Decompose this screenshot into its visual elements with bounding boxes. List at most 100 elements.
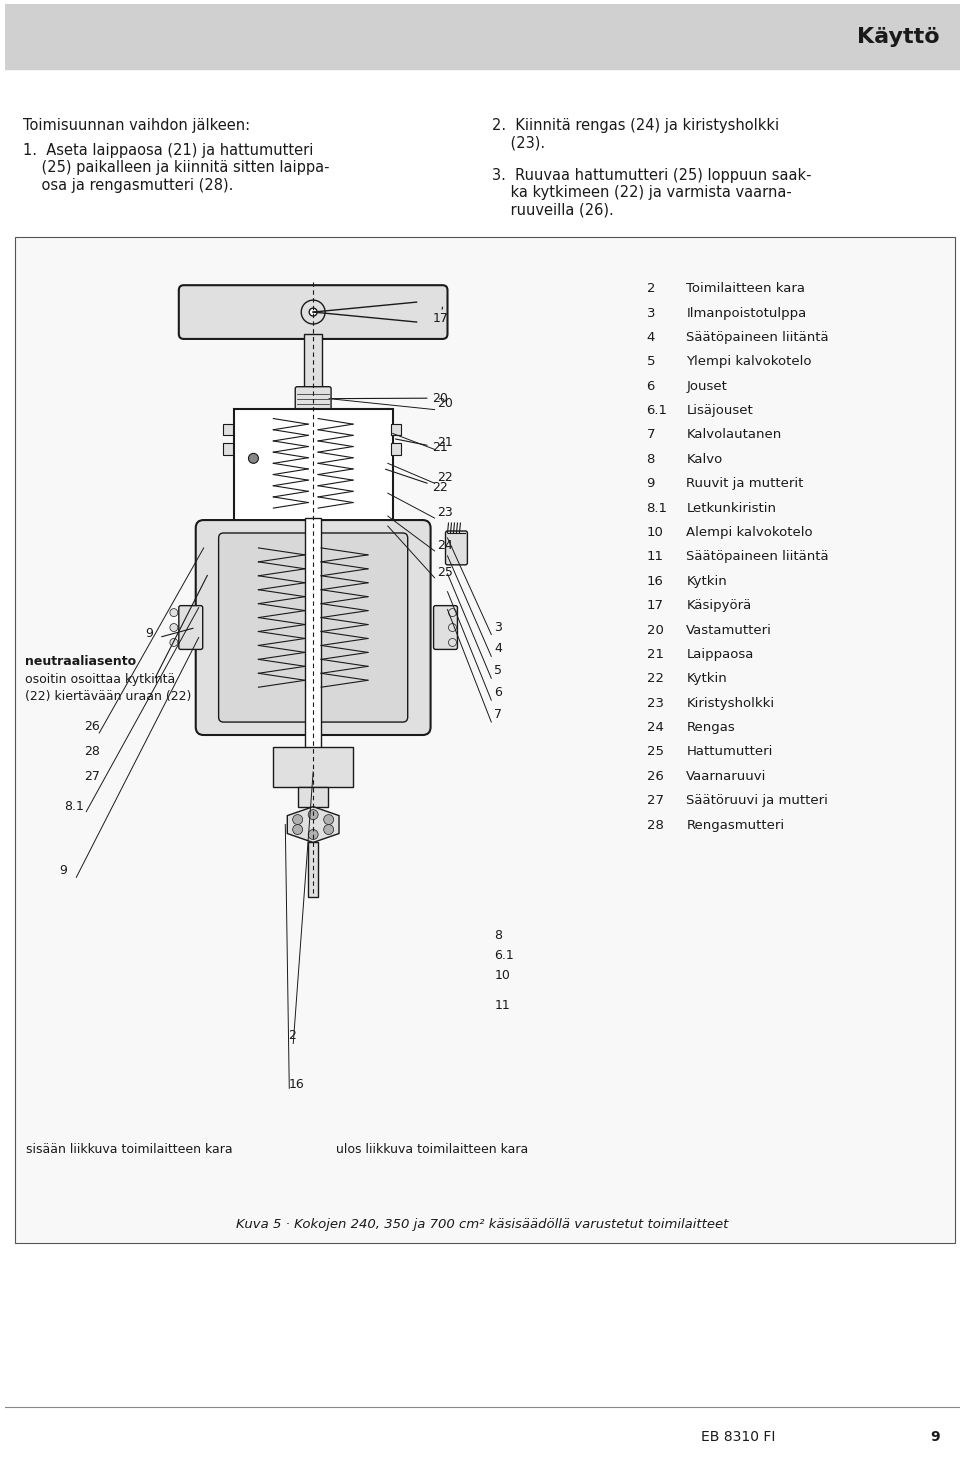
Polygon shape xyxy=(287,806,339,843)
Text: 6: 6 xyxy=(494,685,502,699)
Text: Alempi kalvokotelo: Alempi kalvokotelo xyxy=(686,527,813,538)
Text: 9: 9 xyxy=(145,628,153,640)
Text: 7: 7 xyxy=(494,708,502,721)
Text: Kuva 5 · Kokojen 240, 350 ja 700 cm² käsisäädöllä varustetut toimilaitteet: Kuva 5 · Kokojen 240, 350 ja 700 cm² käs… xyxy=(236,1218,729,1231)
Circle shape xyxy=(324,815,334,825)
Text: 4: 4 xyxy=(646,331,655,344)
Text: 16: 16 xyxy=(646,575,663,588)
Bar xyxy=(223,443,232,456)
Text: 5: 5 xyxy=(646,356,655,368)
Text: 11: 11 xyxy=(494,999,510,1012)
Text: 1.  Aseta laippaosa (21) ja hattumutteri
    (25) paikalleen ja kiinnitä sitten : 1. Aseta laippaosa (21) ja hattumutteri … xyxy=(23,143,329,193)
Bar xyxy=(391,424,400,435)
Text: 22: 22 xyxy=(438,471,453,484)
Text: Kalvo: Kalvo xyxy=(686,453,723,466)
Text: Hattumutteri: Hattumutteri xyxy=(686,746,773,759)
Circle shape xyxy=(309,307,317,316)
Text: 20: 20 xyxy=(438,397,453,409)
Text: Kiristysholkki: Kiristysholkki xyxy=(686,697,775,709)
Text: 21: 21 xyxy=(438,437,453,450)
Text: 21: 21 xyxy=(396,438,448,455)
Text: Säätöpaineen liitäntä: Säätöpaineen liitäntä xyxy=(686,550,829,563)
Text: 16: 16 xyxy=(288,1078,304,1091)
FancyBboxPatch shape xyxy=(445,531,468,565)
Text: 21: 21 xyxy=(646,647,663,660)
Text: 9: 9 xyxy=(60,865,67,877)
Circle shape xyxy=(249,453,258,463)
Text: Käsipyörä: Käsipyörä xyxy=(686,599,752,612)
Text: Kytkin: Kytkin xyxy=(686,672,727,685)
Text: 2: 2 xyxy=(646,282,655,296)
Text: Letkunkiristin: Letkunkiristin xyxy=(686,502,777,515)
Circle shape xyxy=(308,830,318,840)
Bar xyxy=(391,443,400,456)
Text: 22: 22 xyxy=(646,672,663,685)
Text: 25: 25 xyxy=(646,746,663,759)
Text: 3: 3 xyxy=(494,621,502,634)
Text: 10: 10 xyxy=(494,969,510,981)
Text: 20: 20 xyxy=(332,391,448,405)
Text: 7: 7 xyxy=(646,428,655,441)
Text: 24: 24 xyxy=(646,721,663,734)
Text: 8: 8 xyxy=(646,453,655,466)
Text: (22) kiertävään uraan (22): (22) kiertävään uraan (22) xyxy=(25,690,191,703)
Circle shape xyxy=(301,300,325,324)
Text: Laippaosa: Laippaosa xyxy=(686,647,754,660)
Text: Rengas: Rengas xyxy=(686,721,735,734)
Text: 2: 2 xyxy=(288,1028,296,1041)
Text: 27: 27 xyxy=(646,794,663,808)
Text: 11: 11 xyxy=(646,550,663,563)
Text: Rengasmutteri: Rengasmutteri xyxy=(686,818,784,831)
Text: 23: 23 xyxy=(646,697,663,709)
Text: Jouset: Jouset xyxy=(686,380,728,393)
Text: 28: 28 xyxy=(646,818,663,831)
FancyBboxPatch shape xyxy=(196,521,431,736)
Text: osoitin osoittaa kytkintä: osoitin osoittaa kytkintä xyxy=(25,674,175,687)
Text: 6.1: 6.1 xyxy=(646,405,667,418)
Circle shape xyxy=(308,809,318,819)
Bar xyxy=(14,237,955,1243)
Text: 4: 4 xyxy=(494,643,502,656)
FancyBboxPatch shape xyxy=(179,606,203,649)
Text: 28: 28 xyxy=(84,744,100,758)
Circle shape xyxy=(448,624,456,631)
Circle shape xyxy=(170,638,178,646)
Text: 6: 6 xyxy=(646,380,655,393)
Text: 27: 27 xyxy=(84,769,100,783)
Circle shape xyxy=(448,638,456,646)
Text: Kalvolautanen: Kalvolautanen xyxy=(686,428,781,441)
Bar xyxy=(299,787,328,806)
Bar xyxy=(5,3,960,69)
Text: 26: 26 xyxy=(646,769,663,783)
FancyBboxPatch shape xyxy=(219,533,408,722)
Text: 6.1: 6.1 xyxy=(494,949,514,962)
FancyBboxPatch shape xyxy=(434,606,458,649)
Circle shape xyxy=(448,609,456,616)
Bar xyxy=(233,409,393,528)
Text: 8.1: 8.1 xyxy=(64,800,84,812)
Circle shape xyxy=(324,825,334,834)
Text: 2.  Kiinnitä rengas (24) ja kiristysholkki
    (23).: 2. Kiinnitä rengas (24) ja kiristysholkk… xyxy=(492,118,780,150)
Text: 24: 24 xyxy=(438,538,453,552)
Text: 8.1: 8.1 xyxy=(646,502,667,515)
Text: 9: 9 xyxy=(646,477,655,490)
Circle shape xyxy=(293,815,302,825)
Text: 17: 17 xyxy=(646,599,663,612)
Text: 17: 17 xyxy=(433,307,448,325)
Text: Säätöpaineen liitäntä: Säätöpaineen liitäntä xyxy=(686,331,829,344)
Text: Ruuvit ja mutterit: Ruuvit ja mutterit xyxy=(686,477,804,490)
Text: 5: 5 xyxy=(494,665,502,677)
Text: 23: 23 xyxy=(438,506,453,519)
Text: Käyttö: Käyttö xyxy=(857,26,940,47)
Text: 26: 26 xyxy=(84,719,100,733)
Text: Toimisuunnan vaihdon jälkeen:: Toimisuunnan vaihdon jälkeen: xyxy=(23,118,250,132)
Bar xyxy=(274,747,353,787)
Text: 25: 25 xyxy=(438,566,453,578)
Circle shape xyxy=(293,825,302,834)
Bar xyxy=(305,518,321,766)
Text: 10: 10 xyxy=(646,527,663,538)
Text: 3: 3 xyxy=(646,306,655,319)
Bar xyxy=(304,334,323,388)
Bar xyxy=(308,843,318,897)
Text: EB 8310 FI: EB 8310 FI xyxy=(701,1430,776,1443)
